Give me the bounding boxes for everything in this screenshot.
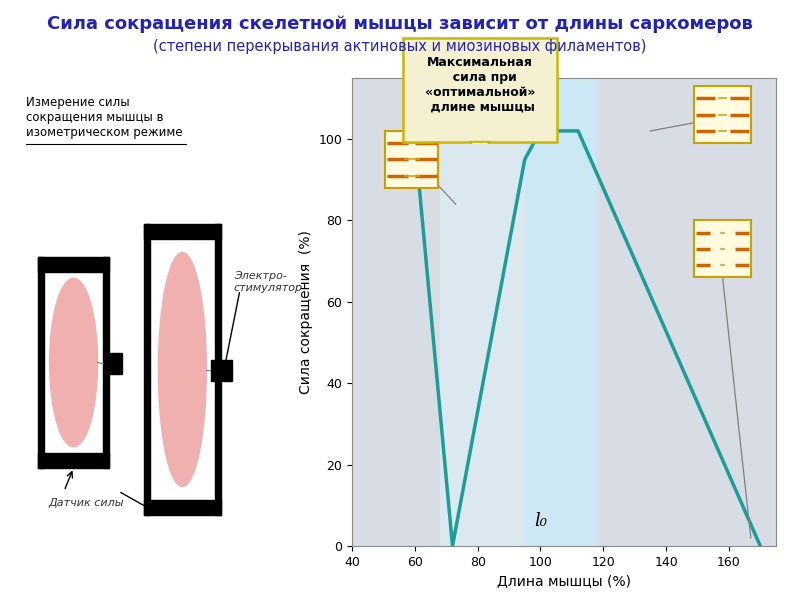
Text: Сила сокращения скелетной мышцы зависит от длины саркомеров: Сила сокращения скелетной мышцы зависит …	[47, 15, 753, 33]
Bar	[38, 257, 44, 468]
Bar	[38, 257, 109, 272]
Bar	[525, 78, 597, 546]
Bar	[211, 360, 232, 381]
Text: (степени перекрывания актиновых и миозиновых филаментов): (степени перекрывания актиновых и миозин…	[154, 39, 646, 54]
Polygon shape	[470, 142, 490, 163]
Bar	[440, 78, 525, 546]
Bar	[38, 453, 109, 468]
Text: Измерение силы
сокращения мышцы в
изометрическом режиме: Измерение силы сокращения мышцы в изомет…	[26, 95, 182, 139]
Bar	[103, 257, 109, 468]
Bar	[104, 353, 122, 374]
Bar	[352, 78, 440, 546]
Ellipse shape	[158, 253, 206, 487]
FancyBboxPatch shape	[385, 131, 438, 188]
X-axis label: Длина мышцы (%): Длина мышцы (%)	[497, 574, 631, 588]
Bar	[597, 78, 776, 546]
Bar	[144, 224, 150, 515]
Text: Датчик силы: Датчик силы	[49, 498, 124, 508]
FancyBboxPatch shape	[694, 220, 751, 277]
Bar	[144, 224, 221, 239]
FancyBboxPatch shape	[694, 86, 751, 143]
Text: Электро-
стимулятор: Электро- стимулятор	[234, 271, 302, 293]
Text: l₀: l₀	[534, 512, 547, 530]
Text: Максимальная
  сила при
«оптимальной»
 длине мышцы: Максимальная сила при «оптимальной» длин…	[425, 56, 535, 113]
FancyBboxPatch shape	[403, 38, 557, 142]
Bar	[215, 224, 221, 515]
Bar	[144, 500, 221, 515]
Ellipse shape	[50, 278, 98, 446]
Y-axis label: Сила сокращения  (%): Сила сокращения (%)	[299, 230, 313, 394]
